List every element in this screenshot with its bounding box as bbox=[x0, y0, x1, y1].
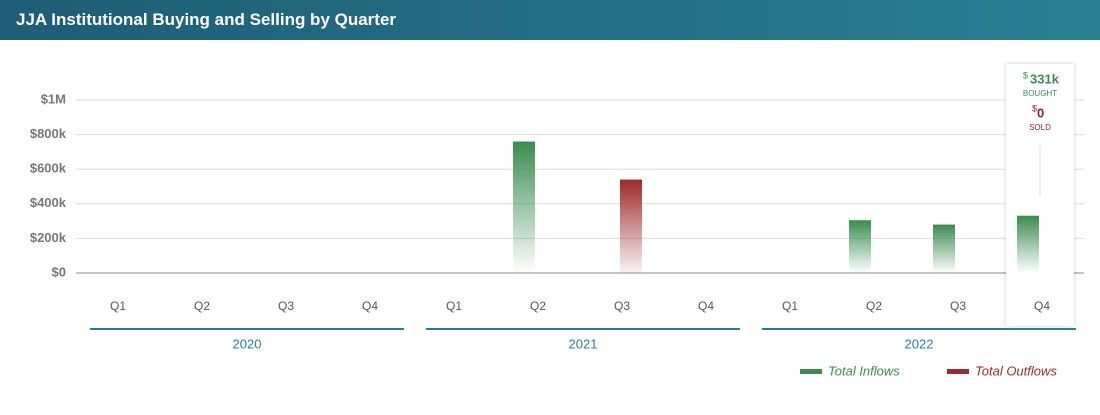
x-tick-label: Q4 bbox=[698, 299, 714, 313]
x-tick-label: Q2 bbox=[866, 299, 882, 313]
y-tick-label: $200k bbox=[30, 230, 67, 245]
tooltip-currency: $ bbox=[1032, 103, 1037, 113]
x-tick-label: Q3 bbox=[950, 299, 966, 313]
bar bbox=[849, 220, 871, 273]
tooltip-currency: $ bbox=[1023, 70, 1028, 80]
y-tick-label: $0 bbox=[52, 264, 66, 279]
header: JJA Institutional Buying and Selling by … bbox=[0, 0, 1100, 40]
tooltip-sold-label: SOLD bbox=[1029, 123, 1051, 132]
bar bbox=[1017, 215, 1039, 273]
x-tick-label: Q4 bbox=[362, 299, 378, 313]
x-tick-label: Q2 bbox=[530, 299, 546, 313]
legend-swatch bbox=[800, 369, 822, 374]
group-label: 2021 bbox=[569, 336, 598, 351]
x-tick-label: Q1 bbox=[110, 299, 126, 313]
bar bbox=[620, 179, 642, 273]
legend-swatch bbox=[947, 369, 969, 374]
legend-label[interactable]: Total Outflows bbox=[975, 363, 1057, 378]
legend-label[interactable]: Total Inflows bbox=[828, 363, 900, 378]
tooltip-bought-label: BOUGHT bbox=[1023, 89, 1057, 98]
y-tick-label: $1M bbox=[41, 91, 66, 106]
bar bbox=[933, 224, 955, 273]
x-tick-label: Q3 bbox=[278, 299, 294, 313]
x-tick-label: Q2 bbox=[194, 299, 210, 313]
tooltip-bought: 331k bbox=[1030, 71, 1060, 86]
tooltip-sold: 0 bbox=[1037, 105, 1044, 120]
y-tick-label: $600k bbox=[30, 161, 67, 176]
group-label: 2020 bbox=[233, 336, 262, 351]
title: JJA Institutional Buying and Selling by … bbox=[16, 10, 397, 29]
group-label: 2022 bbox=[905, 336, 934, 351]
bar bbox=[513, 141, 535, 273]
x-tick-label: Q3 bbox=[614, 299, 630, 313]
x-tick-label: Q1 bbox=[782, 299, 798, 313]
y-tick-label: $800k bbox=[30, 126, 67, 141]
x-tick-label: Q4 bbox=[1034, 299, 1050, 313]
x-tick-label: Q1 bbox=[446, 299, 462, 313]
y-tick-label: $400k bbox=[30, 195, 67, 210]
